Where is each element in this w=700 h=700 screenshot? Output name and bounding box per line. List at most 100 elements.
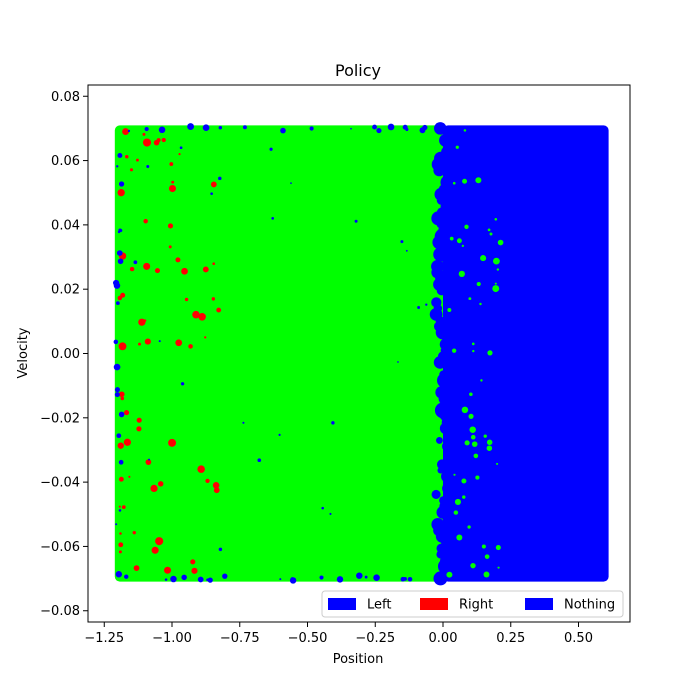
state-point-red: [169, 162, 174, 166]
boundary-point: [455, 145, 459, 149]
state-point-red: [136, 426, 142, 432]
state-point-blue: [280, 127, 286, 134]
boundary-point: [467, 525, 471, 529]
state-point-blue: [117, 258, 124, 265]
state-point-red: [123, 410, 130, 416]
boundary-point: [442, 482, 455, 495]
state-point-blue: [210, 192, 213, 195]
state-point-red: [181, 267, 188, 275]
boundary-point: [473, 453, 479, 459]
state-point-blue: [127, 129, 131, 133]
state-point-blue: [278, 433, 281, 436]
legend-swatch-nothing: [525, 598, 553, 610]
boundary-point: [484, 554, 490, 559]
state-point-red: [117, 189, 125, 197]
boundary-point: [479, 302, 482, 306]
state-point-blue: [118, 459, 124, 465]
state-point-blue: [279, 578, 282, 581]
boundary-point: [496, 268, 500, 271]
boundary-point: [436, 285, 447, 296]
boundary-point: [446, 571, 453, 578]
boundary-point: [447, 308, 452, 313]
state-point-red: [138, 342, 141, 346]
state-point-red: [133, 565, 140, 571]
state-point-blue: [170, 575, 177, 583]
state-point-blue: [400, 576, 406, 582]
y-tick-label: 0.04: [51, 218, 80, 233]
state-point-blue: [206, 578, 209, 582]
state-point-red: [178, 153, 181, 156]
state-point-red: [129, 168, 134, 172]
state-point-red: [136, 158, 139, 162]
state-point-red: [143, 218, 148, 224]
state-point-blue: [180, 382, 185, 386]
y-tick-label: 0.08: [51, 90, 80, 105]
state-point-red: [210, 181, 217, 188]
x-tick-label: 0.50: [564, 631, 593, 646]
state-point-blue: [436, 127, 443, 135]
state-point-blue: [158, 126, 166, 134]
boundary-point: [497, 239, 504, 246]
state-point-red: [204, 336, 207, 339]
state-point-red: [121, 505, 126, 510]
state-point-red: [117, 442, 124, 449]
state-point-blue: [144, 126, 149, 132]
boundary-point: [486, 445, 493, 451]
legend-swatch-right: [420, 598, 448, 610]
boundary-point: [480, 379, 483, 382]
axes: −1.25 −1.00 −0.75 −0.50 −0.25 0.00 0.25 0.50 −0.…: [40, 84, 631, 646]
state-point-blue: [405, 249, 408, 252]
boundary-point: [436, 459, 448, 470]
boundary-point: [486, 439, 493, 446]
boundary-point: [435, 436, 443, 444]
state-point-red: [202, 266, 209, 273]
state-point-blue: [321, 506, 324, 510]
state-point-blue: [118, 181, 125, 187]
state-point-blue: [400, 240, 404, 244]
boundary-point: [469, 392, 473, 397]
state-point-blue: [407, 576, 413, 582]
state-point-red: [118, 476, 124, 482]
boundary-point: [451, 348, 457, 353]
state-point-red: [175, 339, 183, 347]
state-point-red: [118, 391, 125, 398]
state-point-blue: [331, 421, 335, 425]
boundary-point: [462, 495, 466, 499]
state-point-red: [171, 180, 175, 184]
state-point-red: [128, 475, 131, 478]
state-point-red: [118, 342, 127, 351]
boundary-point: [437, 467, 444, 474]
state-point-red: [164, 566, 172, 574]
boundary-point: [468, 297, 472, 301]
state-point-red: [118, 542, 124, 548]
boundary-point: [483, 434, 487, 438]
x-tick-label: −0.50: [288, 631, 328, 646]
state-point-blue: [397, 361, 399, 363]
state-point-red: [129, 266, 135, 272]
state-point-blue: [113, 363, 121, 371]
state-point-red: [142, 138, 152, 147]
state-point-red: [175, 257, 181, 263]
boundary-point: [495, 545, 501, 551]
state-point-blue: [117, 230, 121, 234]
state-point-red: [212, 481, 220, 489]
state-point-blue: [119, 412, 124, 418]
state-point-blue: [222, 573, 228, 579]
boundary-point: [432, 235, 446, 250]
state-point-blue: [146, 165, 150, 169]
boundary-point: [461, 406, 469, 414]
state-point-blue: [387, 123, 395, 131]
legend: Left Right Nothing: [321, 590, 624, 618]
x-tick-label: −1.25: [84, 631, 124, 646]
boundary-point: [471, 441, 478, 447]
state-point-red: [125, 154, 129, 159]
boundary-point: [461, 478, 467, 484]
boundary-point: [431, 489, 441, 499]
state-point-red: [184, 297, 189, 302]
state-point-blue: [115, 523, 118, 526]
boundary-point: [481, 544, 486, 549]
boundary-point: [433, 164, 446, 177]
boundary-point: [496, 462, 499, 465]
boundary-point: [464, 224, 469, 230]
